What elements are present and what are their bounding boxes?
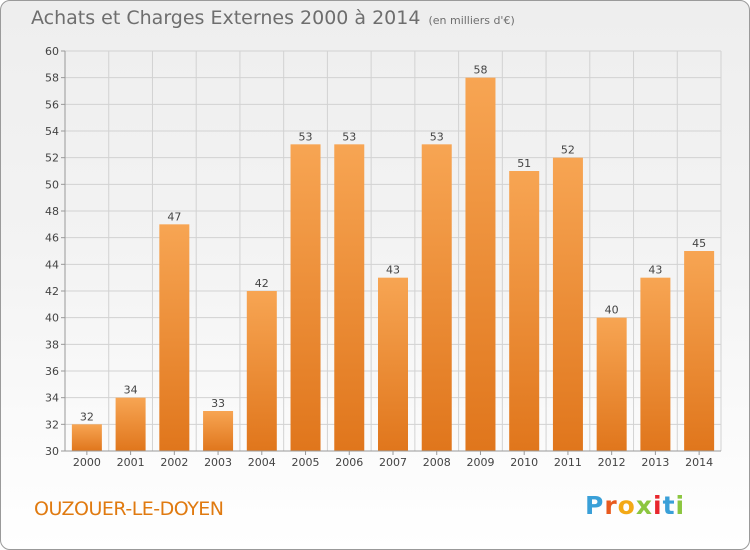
title-block: Achats et Charges Externes 2000 à 2014 (e… bbox=[31, 7, 515, 29]
data-label-2006: 53 bbox=[342, 130, 356, 143]
y-tick-label: 40 bbox=[45, 312, 59, 325]
bar-2003 bbox=[203, 411, 234, 451]
data-label-2009: 58 bbox=[473, 64, 487, 77]
bar-2012 bbox=[596, 317, 627, 451]
y-tick-label: 30 bbox=[45, 445, 59, 458]
bar-2013 bbox=[640, 277, 671, 451]
data-label-2004: 42 bbox=[255, 277, 269, 290]
x-tick-label: 2010 bbox=[510, 456, 538, 469]
x-tick-label: 2003 bbox=[204, 456, 232, 469]
x-tick-label: 2011 bbox=[554, 456, 582, 469]
data-label-2002: 47 bbox=[167, 210, 181, 223]
bar-2004 bbox=[246, 291, 277, 451]
y-tick-label: 38 bbox=[45, 338, 59, 351]
x-tick-label: 2014 bbox=[685, 456, 713, 469]
data-label-2000: 32 bbox=[80, 410, 94, 423]
data-label-2007: 43 bbox=[386, 264, 400, 277]
logo-letter: x bbox=[635, 491, 653, 520]
bar-2014 bbox=[684, 251, 715, 451]
bar-2009 bbox=[465, 77, 496, 452]
y-tick-label: 60 bbox=[45, 45, 59, 58]
bar-2002 bbox=[159, 224, 190, 451]
x-tick-label: 2006 bbox=[335, 456, 363, 469]
y-tick-label: 44 bbox=[45, 258, 59, 271]
logo-letter: r bbox=[604, 491, 618, 520]
data-label-2010: 51 bbox=[517, 157, 531, 170]
logo-letter: P bbox=[585, 491, 605, 520]
bar-2000 bbox=[71, 424, 102, 451]
data-label-2005: 53 bbox=[299, 130, 313, 143]
logo-letter: i bbox=[675, 491, 686, 520]
chart-title: Achats et Charges Externes 2000 à 2014 bbox=[31, 7, 421, 29]
logo-letter: o bbox=[617, 491, 636, 520]
logo-letter: i bbox=[653, 491, 663, 520]
y-tick-label: 58 bbox=[45, 72, 59, 85]
data-label-2011: 52 bbox=[561, 144, 575, 157]
y-tick-label: 42 bbox=[45, 285, 59, 298]
x-tick-label: 2012 bbox=[598, 456, 626, 469]
x-tick-label: 2004 bbox=[248, 456, 276, 469]
y-tick-label: 48 bbox=[45, 205, 59, 218]
logo-letter: t bbox=[662, 491, 676, 520]
bar-2010 bbox=[509, 171, 540, 451]
y-tick-label: 46 bbox=[45, 232, 59, 245]
bar-2007 bbox=[378, 277, 408, 451]
data-labels: 32 34 47 33 42 53 53 43 53 58 51 52 40 43 45 bbox=[80, 64, 706, 424]
data-label-2012: 40 bbox=[605, 304, 619, 317]
axes: 30 32 34 36 38 40 42 44 46 48 50 52 54 56 58 60 2000 2001… bbox=[45, 45, 721, 469]
data-label-2003: 33 bbox=[211, 397, 225, 410]
x-tick-label: 2001 bbox=[117, 456, 145, 469]
data-label-2001: 34 bbox=[124, 384, 138, 397]
chart-subtitle: (en milliers d'€) bbox=[428, 14, 515, 27]
proxiti-logo: Proxiti bbox=[585, 491, 685, 520]
bar-2008 bbox=[421, 144, 452, 452]
y-tick-label: 50 bbox=[45, 178, 59, 191]
bar-2005 bbox=[290, 144, 321, 452]
y-tick-label: 36 bbox=[45, 365, 59, 378]
x-tick-label: 2008 bbox=[423, 456, 451, 469]
x-tick-label: 2013 bbox=[641, 456, 669, 469]
bars bbox=[71, 77, 715, 452]
x-tick-label: 2007 bbox=[379, 456, 407, 469]
x-tick-label: 2000 bbox=[73, 456, 101, 469]
y-tick-label: 54 bbox=[45, 125, 59, 138]
x-tick-label: 2002 bbox=[160, 456, 188, 469]
y-tick-label: 56 bbox=[45, 98, 59, 111]
location-label: OUZOUER-LE-DOYEN bbox=[34, 498, 224, 520]
bar-2011 bbox=[552, 157, 583, 451]
x-tick-label: 2005 bbox=[292, 456, 320, 469]
bar-2006 bbox=[334, 144, 365, 452]
bar-2001 bbox=[115, 397, 146, 451]
data-label-2013: 43 bbox=[648, 264, 662, 277]
data-label-2008: 53 bbox=[430, 130, 444, 143]
y-tick-label: 34 bbox=[45, 392, 59, 405]
x-tick-label: 2009 bbox=[466, 456, 494, 469]
y-tick-label: 32 bbox=[45, 418, 59, 431]
data-label-2014: 45 bbox=[692, 237, 706, 250]
y-tick-label: 52 bbox=[45, 152, 59, 165]
